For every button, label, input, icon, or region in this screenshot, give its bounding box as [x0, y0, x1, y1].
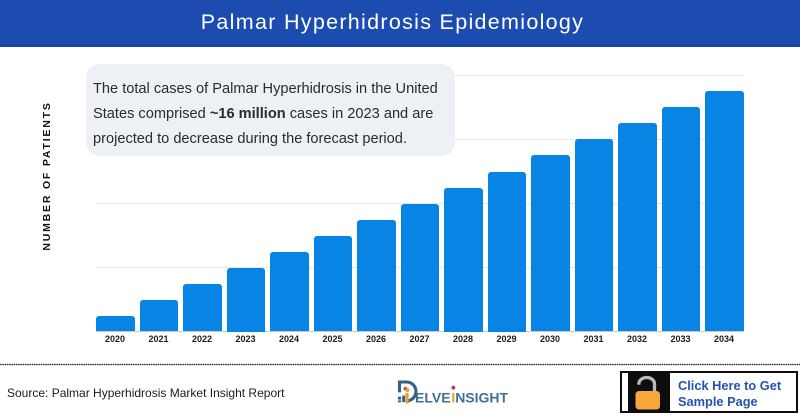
- svg-text:ELVE: ELVE: [415, 389, 451, 405]
- svg-text:I: I: [451, 389, 455, 405]
- svg-text:NSIGHT: NSIGHT: [455, 389, 508, 405]
